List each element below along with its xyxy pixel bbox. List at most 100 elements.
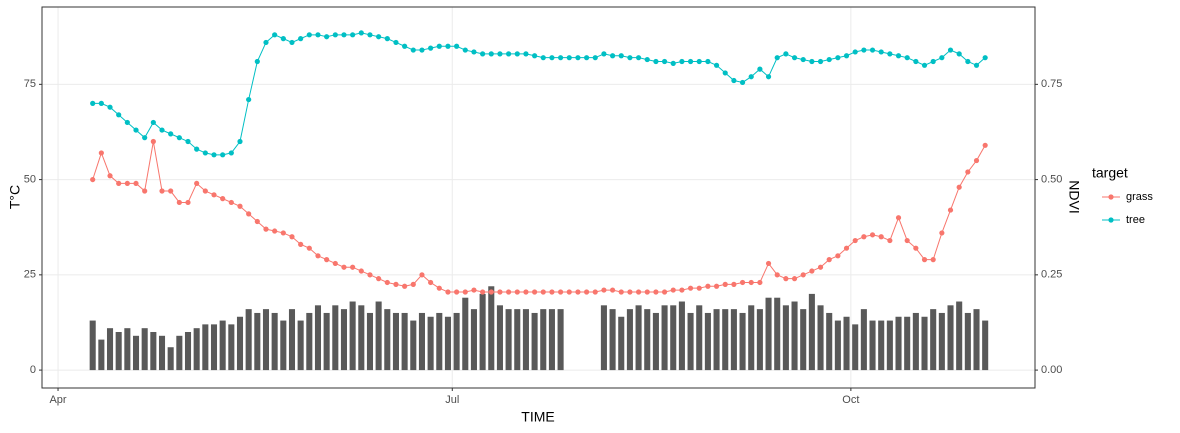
bar (332, 305, 339, 371)
bar (670, 305, 677, 371)
point (263, 226, 269, 232)
point (194, 180, 200, 187)
point (939, 55, 945, 61)
point (705, 283, 711, 289)
point (757, 66, 763, 72)
bar (713, 309, 720, 371)
point (159, 188, 165, 194)
point (809, 268, 815, 274)
point (280, 36, 286, 42)
point (557, 55, 564, 61)
bar (514, 309, 521, 371)
point (583, 289, 590, 295)
bar (384, 309, 391, 371)
point (98, 100, 104, 106)
y-tick-label: 25 (24, 269, 36, 281)
point (661, 289, 668, 295)
bar (245, 309, 252, 371)
x-axis-label: TIME (521, 409, 554, 425)
point (90, 176, 96, 183)
point (800, 272, 806, 278)
bar (652, 312, 659, 371)
bar (600, 305, 607, 371)
point (246, 96, 252, 103)
bar (982, 320, 989, 371)
point (670, 60, 676, 66)
bar (297, 320, 304, 371)
point (514, 289, 520, 295)
bar (496, 305, 503, 371)
point (384, 36, 390, 42)
bar (661, 305, 668, 371)
point (454, 43, 460, 49)
bar (202, 324, 209, 371)
point (532, 289, 538, 295)
point (254, 218, 260, 225)
point (402, 43, 408, 49)
point (350, 32, 356, 38)
bar (340, 309, 348, 371)
bar (262, 309, 270, 371)
bar (904, 316, 911, 371)
point (428, 279, 434, 286)
bar (210, 324, 218, 371)
point (982, 55, 988, 61)
point (194, 146, 200, 152)
panel-border (41, 6, 1036, 389)
point (168, 188, 174, 194)
point (635, 55, 642, 61)
bar (479, 293, 486, 371)
point (488, 289, 494, 295)
point (367, 272, 373, 278)
point (722, 281, 728, 287)
bar (349, 301, 356, 371)
point (713, 62, 720, 68)
point (757, 279, 763, 286)
bar (98, 339, 105, 371)
bar (436, 312, 443, 371)
point (895, 215, 902, 221)
point (583, 55, 590, 61)
point (436, 43, 442, 49)
bar (834, 320, 841, 371)
bar (462, 297, 469, 371)
point (298, 241, 304, 247)
point (90, 100, 96, 106)
point (159, 127, 165, 133)
point (497, 289, 503, 295)
bar (956, 301, 963, 371)
point (306, 245, 312, 251)
point (107, 104, 113, 110)
point (237, 138, 243, 145)
bar (358, 305, 365, 371)
y2-axis-label: NDVI (1066, 180, 1082, 213)
bar (150, 331, 157, 371)
point (878, 234, 884, 240)
point (791, 55, 798, 61)
point (731, 77, 737, 84)
bar (219, 320, 226, 371)
point (644, 56, 650, 63)
bar (89, 320, 96, 371)
point (861, 47, 867, 53)
point (150, 138, 156, 145)
bar (808, 293, 815, 371)
y2-tick-label: 0.25 (1041, 269, 1062, 281)
point (921, 62, 928, 68)
point (852, 49, 858, 55)
bar (167, 347, 174, 371)
bar (392, 312, 399, 371)
point (445, 289, 451, 295)
point (861, 234, 867, 240)
bar (470, 309, 477, 371)
point (774, 272, 780, 278)
bar (228, 324, 235, 371)
point (393, 39, 399, 46)
bar (791, 301, 798, 371)
point (982, 142, 988, 148)
bar (930, 309, 937, 371)
point (202, 188, 208, 194)
bar (531, 312, 538, 371)
point (246, 211, 252, 217)
